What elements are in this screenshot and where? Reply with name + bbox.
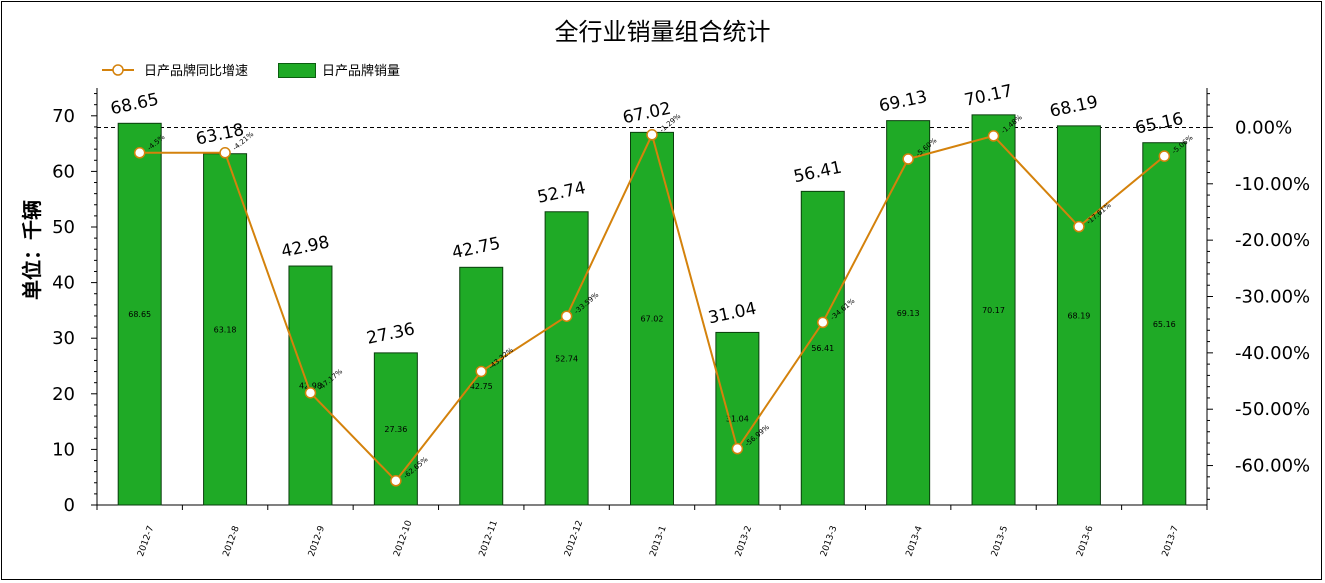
right-tick-label: -50.00%: [1235, 399, 1310, 420]
bar: [1056, 125, 1101, 506]
right-tick-label: -40.00%: [1235, 343, 1310, 364]
x-tick-label: 2013-1: [648, 525, 668, 558]
bar-top-label: 27.36: [365, 319, 417, 349]
x-tick-label: 2013-6: [1075, 524, 1095, 558]
bar-top-label: 68.65: [109, 90, 161, 120]
bar-inner-label: 68.19: [1067, 311, 1090, 320]
bar-inner-label: 27.36: [384, 425, 407, 434]
bar-top-label: 52.74: [536, 178, 588, 208]
chart-title: 全行业销量组合统计: [554, 18, 771, 46]
left-tick-label: 20: [52, 384, 75, 405]
bar: [288, 265, 333, 506]
right-tick-label: 0.00%: [1235, 117, 1292, 138]
growth-marker: [219, 147, 231, 159]
bar: [459, 266, 504, 506]
growth-marker: [560, 310, 573, 322]
bar-top-label: 70.17: [963, 81, 1015, 111]
left-tick-label: 10: [52, 439, 75, 460]
bar: [630, 131, 674, 506]
left-tick-label: 40: [52, 273, 75, 294]
x-tick-label: 2013-7: [1161, 525, 1181, 558]
bar-inner-label: 42.98: [299, 382, 322, 391]
right-tick-label: -10.00%: [1235, 174, 1310, 195]
left-tick-label: 70: [52, 106, 75, 127]
legend-bar-swatch: [278, 63, 316, 78]
x-tick-label: 2013-2: [734, 525, 754, 558]
right-tick-label: -20.00%: [1235, 230, 1310, 251]
bar-inner-label: 68.65: [128, 310, 151, 319]
bar: [1142, 142, 1187, 506]
bar-top-label: 69.13: [877, 87, 929, 117]
bar-top-label: 65.16: [1133, 109, 1185, 139]
x-tick-label: 2012-11: [478, 519, 500, 558]
bar-inner-label: 56.41: [811, 344, 834, 353]
legend-line-swatch: [102, 64, 134, 76]
x-tick-label: 2012-9: [307, 524, 327, 558]
left-tick-label: 0: [64, 495, 75, 516]
bar-top-label: 31.04: [706, 299, 758, 329]
growth-marker: [304, 387, 317, 399]
bar: [544, 211, 589, 506]
right-tick-label: -60.00%: [1235, 456, 1310, 477]
bar-inner-label: 65.16: [1153, 320, 1176, 329]
left-tick-label: 60: [52, 161, 75, 182]
bar: [800, 190, 845, 506]
bar: [203, 153, 248, 506]
legend-line-label: 日产品牌同比增速: [144, 64, 249, 79]
x-tick-label: 2013-3: [819, 525, 839, 558]
growth-marker: [902, 153, 914, 165]
bar: [715, 331, 760, 506]
bar-inner-label: 67.02: [641, 315, 664, 324]
x-tick-label: 2013-4: [905, 524, 925, 558]
bar-inner-label: 42.75: [470, 382, 493, 391]
growth-marker: [731, 442, 744, 455]
bar-inner-label: 70.17: [982, 306, 1005, 315]
growth-marker: [1158, 150, 1171, 162]
bar: [971, 114, 1016, 506]
left-tick-label: 50: [52, 217, 75, 238]
bar: [117, 122, 162, 506]
x-tick-label: 2012-10: [392, 519, 414, 558]
x-tick-label: 2012-12: [563, 519, 585, 558]
growth-marker: [646, 129, 658, 141]
growth-marker: [475, 365, 487, 378]
bar-top-label: 42.75: [450, 234, 502, 264]
left-tick-label: 30: [52, 328, 75, 349]
bar-inner-label: 52.74: [555, 354, 578, 363]
bar-inner-label: 31.04: [726, 415, 749, 424]
growth-marker: [133, 147, 146, 159]
growth-marker: [1073, 220, 1085, 233]
bar-inner-label: 63.18: [214, 325, 237, 334]
bar-top-label: 42.98: [280, 232, 332, 262]
x-tick-label: 2012-7: [136, 525, 156, 558]
growth-marker: [390, 475, 402, 487]
x-tick-label: 2012-8: [221, 524, 241, 558]
growth-marker: [987, 130, 1000, 142]
right-tick-label: -30.00%: [1235, 287, 1310, 308]
x-tick-label: 2013-5: [990, 525, 1010, 558]
bar-inner-label: 69.13: [897, 309, 920, 318]
growth-marker: [817, 316, 829, 329]
bar-top-label: 68.19: [1048, 92, 1100, 122]
legend-bar-label: 日产品牌销量: [322, 64, 401, 79]
bar-top-label: 56.41: [792, 158, 844, 188]
